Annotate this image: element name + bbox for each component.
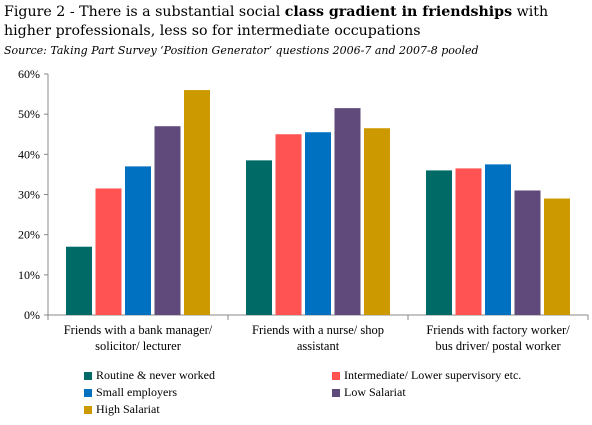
- chart-source: Source: Taking Part Survey ‘Position Gen…: [4, 44, 479, 57]
- y-tick-label: 50%: [18, 107, 40, 121]
- x-category-label: solicitor/ lecturer: [95, 339, 182, 353]
- legend-item: Intermediate/ Lower supervisory etc.: [332, 368, 521, 383]
- bar: [455, 168, 482, 315]
- legend-label: Intermediate/ Lower supervisory etc.: [344, 368, 522, 382]
- legend-label: Routine & never worked: [96, 368, 215, 382]
- x-category-label: Friends with a bank manager/: [64, 323, 213, 337]
- bar: [544, 198, 570, 315]
- x-category-label: Friends with a nurse/ shop: [252, 323, 384, 337]
- title-bold: class gradient in friendships: [284, 4, 513, 20]
- legend-label: High Salariat: [96, 402, 160, 416]
- bar: [246, 160, 272, 315]
- title-suffix: with higher professionals, less so for i…: [4, 4, 549, 39]
- bar: [184, 90, 210, 315]
- legend-label: Small employers: [96, 385, 177, 399]
- y-tick-label: 30%: [18, 188, 40, 202]
- bar: [275, 134, 302, 315]
- bar: [485, 164, 511, 315]
- title-prefix: Figure 2 - There is a substantial social: [4, 4, 285, 20]
- legend-item: High Salariat: [84, 402, 160, 417]
- legend-swatch: [332, 388, 340, 397]
- bar: [125, 166, 151, 315]
- bar: [305, 132, 331, 315]
- chart-title: Figure 2 - There is a substantial social…: [4, 3, 592, 41]
- legend-swatch: [84, 371, 92, 380]
- bar: [95, 188, 122, 315]
- bar: [334, 108, 361, 316]
- bar: [364, 128, 390, 315]
- bar: [66, 246, 92, 315]
- legend-swatch: [332, 371, 340, 380]
- legend-swatch: [84, 388, 92, 397]
- legend-swatch: [84, 405, 92, 414]
- y-tick-label: 10%: [18, 268, 40, 282]
- y-tick-label: 20%: [18, 228, 40, 242]
- legend-label: Low Salariat: [344, 385, 406, 399]
- bar: [154, 126, 181, 315]
- bar: [426, 170, 452, 315]
- legend-item: Routine & never worked: [84, 368, 215, 383]
- y-tick-label: 0%: [24, 308, 40, 322]
- y-tick-label: 40%: [18, 147, 40, 161]
- x-category-label: assistant: [297, 339, 340, 353]
- bar: [514, 190, 541, 315]
- x-category-label: bus driver/ postal worker: [435, 339, 561, 353]
- x-category-label: Friends with factory worker/: [426, 323, 570, 337]
- y-tick-label: 60%: [18, 67, 40, 81]
- legend-item: Low Salariat: [332, 385, 406, 400]
- legend-item: Small employers: [84, 385, 177, 400]
